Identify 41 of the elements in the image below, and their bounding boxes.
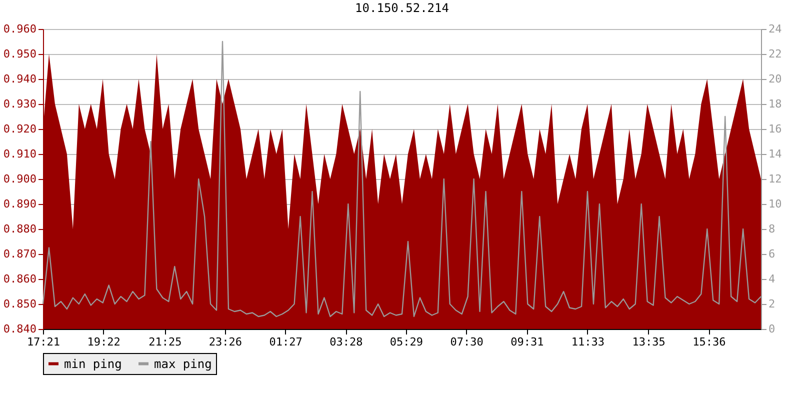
y-tick-label: 0.860	[3, 272, 36, 286]
y2-tick-label: 24	[768, 22, 782, 36]
y-tick-label: 0.910	[3, 148, 36, 160]
y-tick-label: 0.940	[3, 72, 36, 86]
y-tick-label: 0.840	[3, 322, 36, 336]
y2-tick-label: 22	[768, 48, 782, 60]
y2-tick-label: 16	[768, 122, 782, 136]
y-tick-label: 0.850	[3, 298, 36, 310]
y2-tick-label: 10	[768, 198, 782, 210]
x-tick-label: 05:29	[390, 336, 424, 348]
x-tick-label: 17:21	[26, 336, 60, 348]
legend-label: min ping	[64, 356, 122, 371]
y2-tick-label: 2	[768, 298, 776, 310]
y2-tick-label: 8	[768, 222, 776, 236]
y-tick-label: 0.900	[3, 172, 36, 186]
x-tick-label: 21:25	[148, 336, 182, 348]
x-tick-label: 11:33	[571, 336, 605, 348]
y2-tick-label: 20	[768, 72, 782, 86]
y2-tick-label: 0	[768, 322, 776, 336]
x-tick-label: 15:36	[692, 336, 726, 348]
x-tick-label: 13:35	[632, 336, 666, 348]
y2-tick-label: 18	[768, 98, 782, 110]
y-tick-label: 0.950	[3, 48, 36, 60]
y2-tick-label: 12	[768, 172, 782, 186]
y-tick-label: 0.920	[3, 122, 36, 136]
x-tick-label: 01:27	[269, 336, 302, 348]
y-tick-label: 0.870	[3, 248, 36, 260]
chart-title: 10.150.52.214	[355, 1, 449, 15]
y-tick-label: 0.890	[3, 198, 36, 210]
y2-tick-label: 4	[768, 272, 776, 286]
y2-tick-label: 14	[768, 148, 782, 160]
y-tick-label: 0.960	[3, 22, 36, 36]
x-tick-label: 03:28	[330, 336, 363, 348]
x-tick-label: 09:31	[510, 336, 544, 348]
x-tick-label: 07:30	[450, 336, 484, 348]
y2-tick-label: 6	[768, 248, 776, 260]
x-tick-label: 19:22	[87, 336, 120, 348]
x-tick-label: 23:26	[208, 336, 242, 348]
legend-label: max ping	[154, 356, 212, 371]
y-tick-label: 0.880	[3, 222, 36, 236]
y-tick-label: 0.930	[3, 98, 36, 110]
